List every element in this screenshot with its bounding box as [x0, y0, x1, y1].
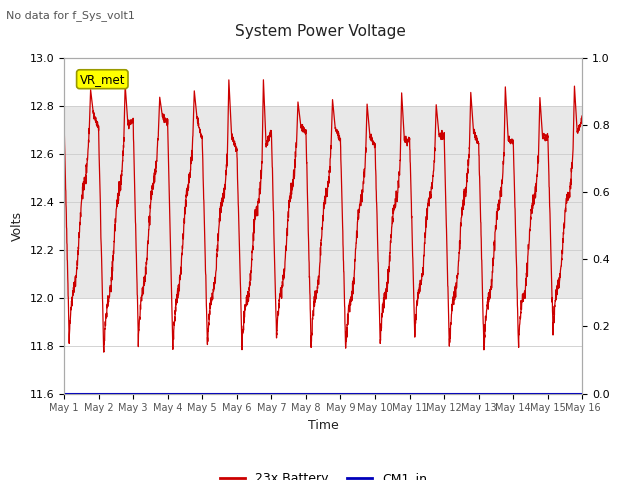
Y-axis label: Volts: Volts	[11, 211, 24, 240]
Legend: 23x Battery, CM1_in: 23x Battery, CM1_in	[214, 467, 432, 480]
X-axis label: Time: Time	[308, 419, 339, 432]
Text: No data for f_Sys_volt1: No data for f_Sys_volt1	[6, 10, 135, 21]
Text: System Power Voltage: System Power Voltage	[235, 24, 405, 39]
Text: VR_met: VR_met	[79, 73, 125, 86]
Bar	[64, 106, 582, 298]
